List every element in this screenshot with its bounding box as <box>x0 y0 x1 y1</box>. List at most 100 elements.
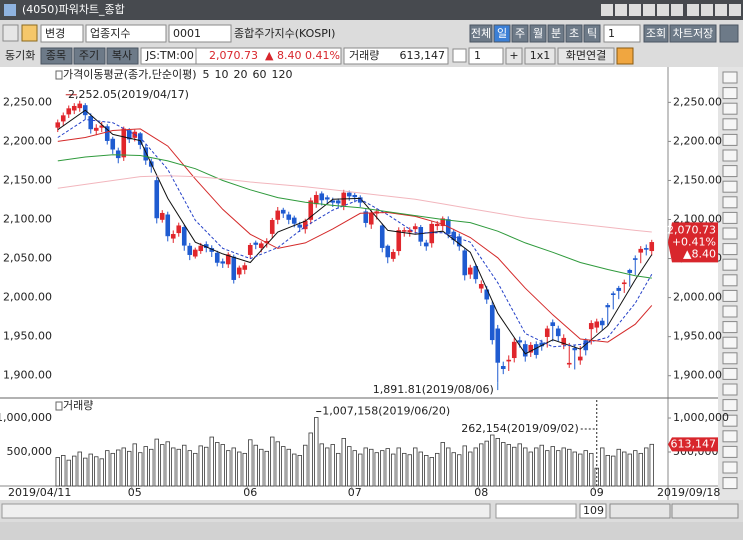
sync-button[interactable] <box>106 47 139 65</box>
period-button[interactable] <box>511 24 529 43</box>
volume-bar <box>88 453 93 487</box>
query-button[interactable] <box>643 24 669 43</box>
grid-text: 1x1 <box>530 49 551 62</box>
tool-icon[interactable] <box>722 227 738 240</box>
code-text: 0001 <box>173 27 201 40</box>
volume-bar <box>105 450 110 487</box>
sync-button[interactable] <box>40 47 73 65</box>
ctl[interactable] <box>715 4 727 16</box>
change-text: 변경 <box>45 27 65 40</box>
tool-icon[interactable] <box>722 165 738 178</box>
candle-body <box>154 180 160 219</box>
ctl[interactable] <box>687 4 699 16</box>
ctl[interactable] <box>629 4 641 16</box>
volume-bar <box>501 442 506 487</box>
ctl[interactable] <box>657 4 669 16</box>
checkbox[interactable] <box>452 48 467 63</box>
grid-button[interactable] <box>524 47 556 65</box>
tool-icon[interactable] <box>722 102 738 115</box>
candle-body <box>632 258 638 260</box>
candle-body <box>577 356 583 361</box>
tool-icon[interactable] <box>722 305 738 318</box>
ctl[interactable] <box>671 4 683 16</box>
candle-body <box>566 362 572 365</box>
zoom-buttons[interactable] <box>671 503 739 519</box>
change-select[interactable] <box>40 24 84 43</box>
tool-icon[interactable] <box>722 149 738 162</box>
candle-body <box>258 243 264 248</box>
candle-body <box>176 225 182 234</box>
layout-select[interactable] <box>468 47 504 65</box>
ctl[interactable] <box>643 4 655 16</box>
tool-icon[interactable] <box>722 399 738 412</box>
ctl[interactable] <box>601 4 613 16</box>
tool-icon[interactable] <box>722 289 738 302</box>
volume-bar <box>490 434 495 487</box>
volume-bar <box>138 452 143 487</box>
count-box[interactable] <box>579 503 607 519</box>
tool-icon[interactable] <box>722 243 738 256</box>
save-button[interactable] <box>669 24 717 43</box>
volume-bar <box>325 447 330 487</box>
ctl[interactable] <box>729 4 741 16</box>
candle-body <box>500 366 506 369</box>
tool-icon[interactable] <box>722 180 738 193</box>
scrollbar[interactable] <box>1 503 491 519</box>
tool-icon[interactable] <box>722 352 738 365</box>
period-button[interactable] <box>583 24 601 43</box>
icon-button[interactable] <box>21 24 38 42</box>
tool-icon[interactable] <box>722 336 738 349</box>
tool-icon[interactable] <box>722 445 738 458</box>
tool-icon[interactable] <box>722 258 738 271</box>
volume-tag-text: 613,147 <box>671 437 717 450</box>
candle-body <box>363 211 369 223</box>
tool-icon[interactable] <box>722 274 738 287</box>
link-button[interactable] <box>557 47 615 65</box>
tool-icon[interactable] <box>722 367 738 380</box>
candle-body <box>522 344 528 357</box>
tool-icon[interactable] <box>722 414 738 427</box>
zoom-slider[interactable] <box>495 503 577 519</box>
candle-body <box>247 244 253 255</box>
tool-icon[interactable] <box>722 461 738 474</box>
window-title: (4050)파워차트_종합 <box>22 3 125 16</box>
nav-buttons[interactable] <box>609 503 671 519</box>
tool-icon[interactable] <box>722 118 738 131</box>
tool-icon[interactable] <box>722 430 738 443</box>
count-select[interactable] <box>603 24 641 43</box>
y-tick-label: 500,000 <box>7 445 53 458</box>
pen-button[interactable] <box>616 47 634 65</box>
tool-icon[interactable] <box>722 383 738 396</box>
volume-bar <box>462 445 467 487</box>
candle-body <box>126 130 132 140</box>
tool-icon[interactable] <box>722 71 738 84</box>
period-button[interactable] <box>547 24 565 43</box>
volume-text: 613,147 <box>400 49 446 62</box>
tool-icon[interactable] <box>722 133 738 146</box>
tool-icon[interactable] <box>722 477 738 490</box>
sync-button[interactable] <box>73 47 106 65</box>
tool-icon[interactable] <box>722 87 738 100</box>
tool-icon[interactable] <box>722 196 738 209</box>
window-controls[interactable] <box>601 4 741 16</box>
icon-button[interactable] <box>2 24 19 42</box>
candle-body <box>55 122 61 128</box>
volume-bar <box>116 449 121 487</box>
period-button[interactable] <box>565 24 583 43</box>
x-tick-label: 08 <box>474 486 488 499</box>
ctl[interactable] <box>701 4 713 16</box>
code-select[interactable] <box>168 24 232 43</box>
settings-button[interactable] <box>719 24 739 43</box>
volume-bar <box>143 446 148 487</box>
period-button[interactable] <box>529 24 547 43</box>
tool-icon[interactable] <box>722 211 738 224</box>
plus-button[interactable] <box>505 47 523 65</box>
tool-icon[interactable] <box>722 321 738 334</box>
annotation: 1,891.81(2019/08/06) <box>373 383 494 396</box>
market-select[interactable] <box>85 24 167 43</box>
period-button[interactable] <box>469 24 493 43</box>
ctl[interactable] <box>615 4 627 16</box>
candle-body <box>275 210 281 220</box>
candle-body <box>170 234 176 239</box>
period-button[interactable] <box>493 24 511 43</box>
